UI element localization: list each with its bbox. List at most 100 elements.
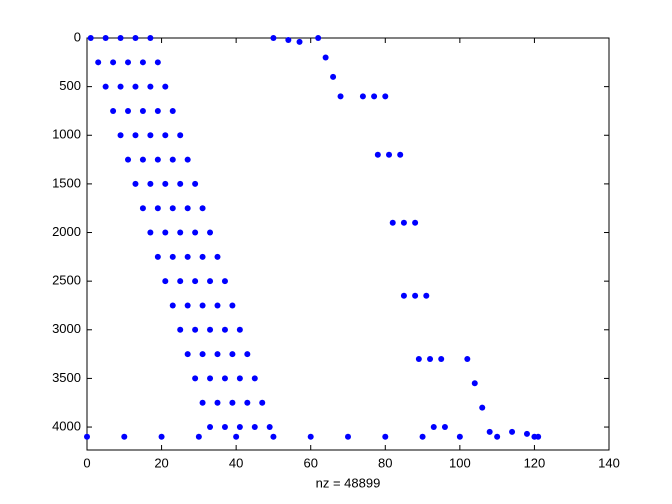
x-tick-label: 0 xyxy=(83,455,90,470)
point xyxy=(184,351,191,358)
point xyxy=(154,156,161,163)
point xyxy=(423,292,430,299)
point xyxy=(464,355,471,362)
x-tick-label: 140 xyxy=(598,455,620,470)
point xyxy=(229,351,236,358)
point xyxy=(117,83,124,90)
point xyxy=(169,156,176,163)
point xyxy=(285,36,292,43)
point xyxy=(117,132,124,139)
point xyxy=(132,35,139,41)
y-tick-label: 3000 xyxy=(52,321,81,336)
point xyxy=(438,355,445,362)
point xyxy=(192,375,199,382)
point xyxy=(337,93,344,100)
point xyxy=(87,35,94,41)
point xyxy=(270,35,277,41)
point xyxy=(147,229,154,236)
point xyxy=(132,83,139,90)
point xyxy=(169,302,176,309)
point xyxy=(430,424,437,431)
point xyxy=(139,59,146,66)
point xyxy=(199,399,206,406)
point xyxy=(139,156,146,163)
point xyxy=(132,132,139,139)
point xyxy=(229,399,236,406)
point xyxy=(177,229,184,236)
y-tick-label: 1500 xyxy=(52,175,81,190)
point xyxy=(486,428,493,435)
point xyxy=(214,253,221,260)
point xyxy=(412,292,419,299)
point xyxy=(382,433,389,440)
point xyxy=(162,132,169,139)
point xyxy=(162,278,169,285)
point xyxy=(207,229,214,236)
point xyxy=(199,302,206,309)
point xyxy=(214,399,221,406)
point xyxy=(110,59,117,66)
point xyxy=(345,433,351,440)
point xyxy=(84,433,90,440)
point xyxy=(374,151,381,158)
point xyxy=(270,433,277,440)
point xyxy=(154,205,161,212)
point xyxy=(244,351,251,358)
point xyxy=(184,205,191,212)
y-tick-label: 4000 xyxy=(52,418,81,433)
point xyxy=(371,93,378,100)
point xyxy=(221,375,228,382)
point xyxy=(359,93,366,100)
point xyxy=(192,278,199,285)
point xyxy=(307,433,314,440)
point xyxy=(139,205,146,212)
plot-box xyxy=(86,37,610,451)
point xyxy=(169,253,176,260)
x-tick-label: 60 xyxy=(303,455,317,470)
point xyxy=(471,380,478,387)
point xyxy=(266,424,273,431)
point xyxy=(132,180,139,187)
y-tick-label: 1000 xyxy=(52,127,81,142)
point xyxy=(322,54,329,61)
point xyxy=(125,156,132,163)
point xyxy=(221,278,228,285)
point xyxy=(389,219,396,226)
point xyxy=(400,292,407,299)
point xyxy=(199,253,206,260)
point xyxy=(259,399,266,406)
point xyxy=(207,375,214,382)
point xyxy=(315,35,322,41)
point xyxy=(214,302,221,309)
x-tick-label: 100 xyxy=(449,455,471,470)
point xyxy=(479,404,486,411)
point xyxy=(494,433,501,440)
point xyxy=(207,278,214,285)
point xyxy=(125,59,132,66)
point xyxy=(236,326,243,333)
point xyxy=(236,375,243,382)
point xyxy=(236,424,243,431)
point xyxy=(244,399,251,406)
point xyxy=(147,35,154,41)
point xyxy=(169,107,176,114)
point xyxy=(95,59,102,66)
point xyxy=(221,326,228,333)
point xyxy=(412,219,419,226)
y-tick-label: 0 xyxy=(74,29,81,44)
point xyxy=(509,428,516,435)
point xyxy=(177,326,184,333)
point xyxy=(184,302,191,309)
point xyxy=(207,326,214,333)
point xyxy=(154,107,161,114)
y-tick-label: 3500 xyxy=(52,370,81,385)
point xyxy=(233,433,240,440)
y-tick-label: 2000 xyxy=(52,224,81,239)
point xyxy=(154,253,161,260)
point xyxy=(535,433,542,440)
point xyxy=(102,83,109,90)
point xyxy=(427,355,434,362)
point xyxy=(386,151,393,158)
point xyxy=(162,180,169,187)
